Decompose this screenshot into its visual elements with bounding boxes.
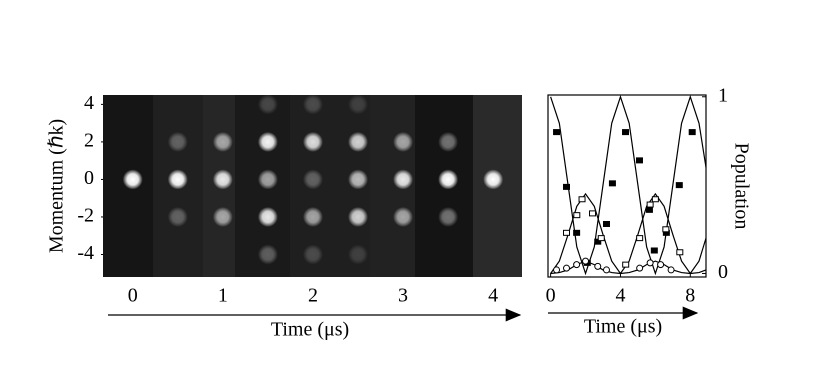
marker [676, 249, 684, 256]
marker [622, 129, 630, 136]
marker [622, 261, 630, 268]
spot [257, 94, 278, 115]
spot [212, 169, 233, 190]
marker [675, 182, 683, 189]
spot [393, 169, 414, 190]
spot [257, 206, 278, 227]
x-tick-label: 3 [398, 285, 408, 307]
spot [348, 244, 369, 265]
marker [594, 262, 602, 270]
spot [257, 169, 278, 190]
marker [589, 210, 597, 217]
curve [550, 192, 707, 275]
marker [573, 261, 581, 269]
marker [578, 196, 586, 203]
x-tick-label: 0 [546, 285, 556, 307]
spot [483, 169, 504, 190]
x-tick-label: 8 [685, 285, 695, 307]
marker [602, 266, 610, 274]
spot [393, 206, 414, 227]
spot [257, 244, 278, 265]
marker [602, 220, 610, 227]
spot [167, 206, 188, 227]
marker [553, 129, 561, 136]
marker [573, 229, 581, 236]
plot-frame [547, 94, 707, 278]
marker [563, 264, 571, 272]
marker [573, 212, 581, 219]
marker [635, 157, 643, 164]
x-tick-label: 0 [128, 285, 138, 307]
x-tick-label: 2 [308, 285, 318, 307]
spot [393, 131, 414, 152]
y-tick-label: 2 [84, 130, 94, 152]
spot [302, 244, 323, 265]
spot [348, 131, 369, 152]
y-tick-label: -4 [77, 242, 94, 264]
x-axis-label: Time (μs) [584, 316, 662, 338]
marker [645, 206, 653, 213]
spot [167, 169, 188, 190]
y-tick-label: 0 [718, 261, 728, 283]
x-axis-label: Time (μs) [271, 319, 349, 341]
marker [650, 247, 658, 254]
marker [597, 235, 605, 242]
spot [167, 131, 188, 152]
y-axis-label: Momentum (ℏk) [46, 119, 68, 253]
y-tick-label: 0 [84, 167, 94, 189]
marker [563, 183, 571, 190]
marker [608, 180, 616, 187]
x-tick-label: 1 [218, 285, 228, 307]
spot [302, 94, 323, 115]
spot [438, 169, 459, 190]
marker [662, 226, 670, 233]
spot [302, 206, 323, 227]
spot [348, 94, 369, 115]
marker [667, 266, 675, 274]
y-tick-label: 1 [718, 84, 728, 106]
marker [688, 129, 696, 136]
marker [553, 266, 561, 274]
spot [348, 206, 369, 227]
marker [563, 229, 571, 236]
y-axis-label: Population [730, 143, 752, 230]
spot [438, 131, 459, 152]
marker [582, 257, 590, 265]
spot [122, 169, 143, 190]
spot [302, 169, 323, 190]
spot [302, 131, 323, 152]
marker [636, 264, 644, 272]
spot [348, 169, 369, 190]
spot [212, 131, 233, 152]
y-tick-label: -2 [77, 205, 94, 227]
marker [657, 261, 665, 269]
marker [646, 201, 654, 208]
spot [257, 131, 278, 152]
spot [438, 206, 459, 227]
x-tick-label: 4 [488, 285, 498, 307]
curve [550, 94, 707, 276]
x-tick-label: 4 [615, 285, 625, 307]
spot [212, 206, 233, 227]
y-tick-label: 4 [84, 92, 94, 114]
marker [646, 259, 654, 267]
marker [651, 196, 659, 203]
marker [636, 235, 644, 242]
